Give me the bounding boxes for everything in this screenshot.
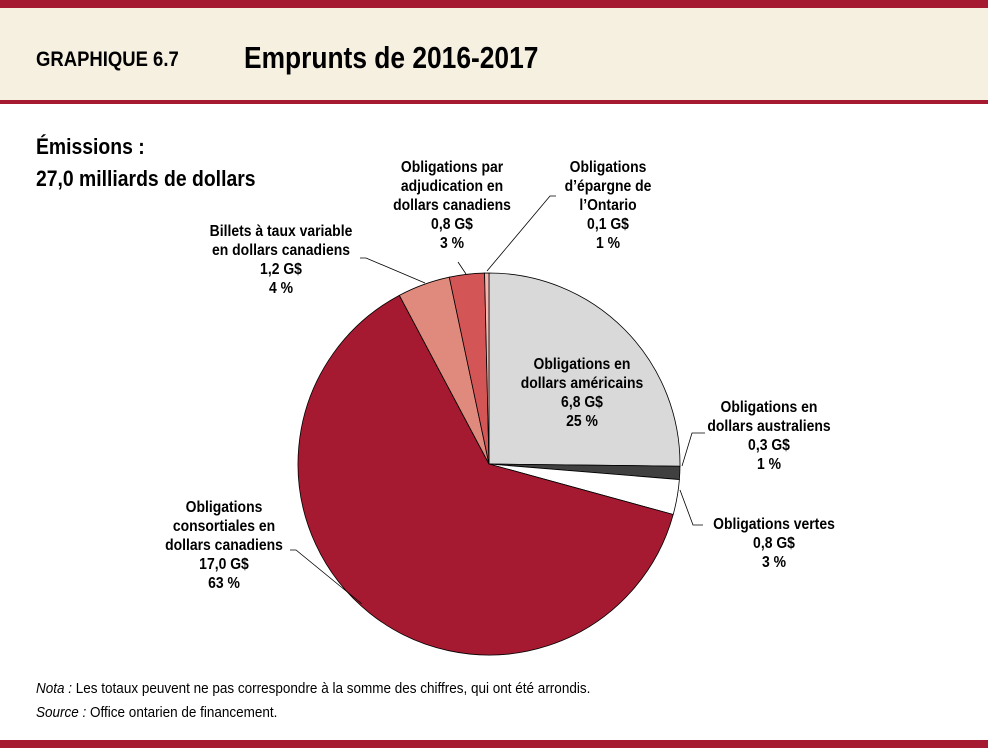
leader-lines	[290, 195, 705, 605]
pie-slice-0	[488, 272, 681, 467]
label-auction: Obligations par adjudication en dollars ca…	[393, 159, 511, 252]
leader-line-auction	[457, 261, 467, 275]
bottom-border	[0, 740, 988, 748]
note: Nota : Les totaux peuvent ne pas corresp…	[36, 680, 591, 697]
leader-line-savings	[486, 195, 556, 272]
label-green: Obligations vertes 0,8 G$ 3 %	[713, 516, 835, 571]
top-border	[0, 0, 988, 8]
source: Source : Office ontarien de financement.	[36, 704, 278, 721]
label-usd: Obligations en dollars américains 6,8 G$ 2…	[520, 356, 644, 430]
chart-title: Emprunts de 2016-2017	[244, 40, 539, 75]
leader-line-frn	[360, 257, 426, 284]
label-aud: Obligations en dollars australiens 0,3 G$…	[707, 399, 831, 473]
label-savings: Obligations d’épargne de l’Ontario 0,1 G$ 1…	[564, 159, 652, 252]
label-frn: Billets à taux variable en dollars canadi…	[209, 223, 353, 297]
leader-line-green	[679, 489, 703, 526]
leader-line-syndicated	[290, 549, 363, 605]
leader-line-aud	[681, 432, 705, 467]
pie-slice-6	[484, 272, 490, 465]
subtitle-line1: Émissions :	[36, 134, 145, 159]
header-divider	[0, 100, 988, 104]
subtitle-line2: 27,0 milliards de dollars	[36, 166, 256, 191]
header: GRAPHIQUE 6.7 Emprunts de 2016-2017	[0, 8, 988, 100]
pie-slice-3	[297, 294, 674, 656]
figure-number: GRAPHIQUE 6.7	[36, 48, 179, 71]
label-syndicated: Obligations consortiales en dollars canadi…	[165, 499, 283, 592]
